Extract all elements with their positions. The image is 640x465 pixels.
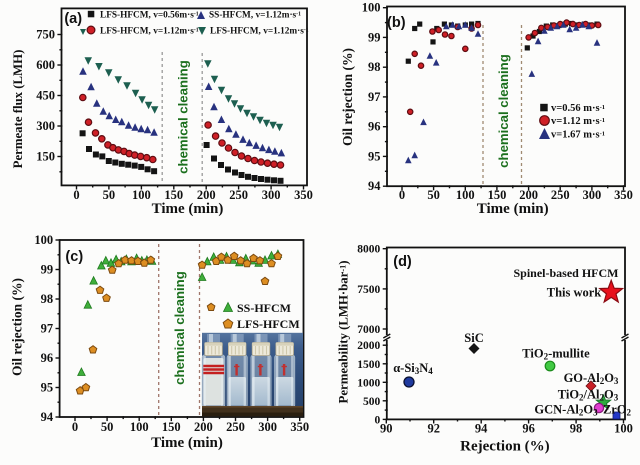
svg-text:98: 98 [368, 60, 381, 74]
svg-text:1500: 1500 [357, 359, 380, 371]
svg-text:98: 98 [570, 422, 583, 436]
svg-text:This work: This work [547, 286, 602, 300]
svg-text:LFS-HFCM, v=1.12m·s-1: LFS-HFCM, v=1.12m·s-1 [100, 27, 199, 37]
svg-text:100: 100 [132, 188, 151, 202]
svg-text:150: 150 [36, 150, 55, 164]
svg-text:200: 200 [194, 420, 213, 434]
svg-text:LFS-HFCM, v=0.56m·s-1: LFS-HFCM, v=0.56m·s-1 [100, 11, 199, 21]
svg-text:96: 96 [368, 120, 381, 134]
svg-text:Time (min): Time (min) [151, 435, 223, 451]
svg-text:94: 94 [368, 179, 381, 193]
svg-text:1000: 1000 [357, 377, 380, 389]
svg-text:Permeability (LMH·bar-1): Permeability (LMH·bar-1) [337, 261, 351, 404]
svg-text:(d): (d) [393, 254, 412, 270]
svg-text:50: 50 [103, 188, 116, 202]
svg-text:α-Si3N4: α-Si3N4 [393, 361, 433, 376]
svg-text:97: 97 [368, 90, 381, 104]
svg-text:99: 99 [41, 263, 54, 277]
svg-text:300: 300 [262, 188, 281, 202]
svg-text:Time (min): Time (min) [152, 201, 224, 217]
svg-text:Time (min): Time (min) [477, 201, 549, 217]
svg-text:350: 350 [290, 420, 309, 434]
svg-text:(a): (a) [64, 11, 82, 27]
svg-text:100: 100 [456, 188, 475, 202]
svg-text:GO-Al2O3: GO-Al2O3 [564, 371, 619, 386]
svg-text:100: 100 [130, 420, 149, 434]
svg-text:50: 50 [101, 420, 114, 434]
svg-text:300: 300 [36, 119, 55, 133]
svg-text:0: 0 [73, 188, 79, 202]
svg-text:350: 350 [614, 188, 633, 202]
svg-text:94: 94 [475, 422, 488, 436]
svg-text:94: 94 [41, 410, 54, 424]
svg-text:TiO2/Al2O3: TiO2/Al2O3 [558, 388, 619, 403]
svg-text:(c): (c) [65, 249, 83, 265]
svg-text:100: 100 [34, 233, 53, 247]
svg-text:LFS-HFCM, v=1.12m·s-1: LFS-HFCM, v=1.12m·s-1 [210, 27, 309, 37]
svg-text:98: 98 [41, 292, 54, 306]
svg-text:90: 90 [380, 422, 393, 436]
svg-text:92: 92 [427, 422, 440, 436]
svg-text:250: 250 [226, 420, 245, 434]
svg-text:chemical cleaning: chemical cleaning [172, 271, 187, 385]
svg-text:96: 96 [522, 422, 535, 436]
svg-text:LFS-HFCM: LFS-HFCM [237, 317, 300, 331]
svg-text:150: 150 [164, 188, 183, 202]
svg-text:2000: 2000 [357, 340, 380, 352]
svg-text:SS-HFCM, v=1.12m·s-1: SS-HFCM, v=1.12m·s-1 [209, 11, 301, 21]
svg-text:0: 0 [375, 414, 381, 426]
svg-text:96: 96 [41, 351, 54, 365]
svg-text:97: 97 [41, 322, 54, 336]
svg-text:v=1.67 m·s-1: v=1.67 m·s-1 [551, 130, 605, 141]
svg-text:0: 0 [72, 420, 78, 434]
svg-text:(b): (b) [387, 15, 406, 31]
svg-text:99: 99 [368, 30, 381, 44]
svg-text:chemical cleaning: chemical cleaning [496, 54, 511, 168]
svg-text:95: 95 [41, 381, 54, 395]
svg-text:8000: 8000 [357, 244, 380, 256]
svg-text:600: 600 [36, 58, 55, 72]
svg-text:100: 100 [362, 1, 381, 15]
svg-text:150: 150 [488, 188, 507, 202]
svg-text:300: 300 [258, 420, 277, 434]
svg-text:50: 50 [427, 188, 440, 202]
svg-text:v=1.12 m·s-1: v=1.12 m·s-1 [551, 116, 605, 127]
svg-text:500: 500 [363, 396, 381, 408]
svg-text:0: 0 [399, 188, 405, 202]
svg-text:250: 250 [551, 188, 570, 202]
svg-text:750: 750 [36, 28, 55, 42]
svg-text:250: 250 [229, 188, 248, 202]
svg-text:100: 100 [614, 422, 633, 436]
svg-text:GCN-Al2O3: GCN-Al2O3 [534, 403, 598, 418]
svg-text:150: 150 [162, 420, 181, 434]
svg-text:200: 200 [519, 188, 538, 202]
svg-text:7500: 7500 [357, 284, 380, 296]
svg-text:SS-HFCM: SS-HFCM [237, 301, 291, 315]
svg-text:ZrO2: ZrO2 [603, 403, 632, 418]
svg-text:Oil rejection (%): Oil rejection (%) [10, 278, 25, 376]
svg-text:300: 300 [583, 188, 602, 202]
svg-text:TiO2-mullite: TiO2-mullite [522, 347, 590, 362]
svg-text:Rejection (%): Rejection (%) [460, 439, 550, 455]
svg-text:SiC: SiC [464, 331, 483, 345]
svg-text:350: 350 [294, 188, 313, 202]
svg-text:450: 450 [36, 89, 55, 103]
svg-text:200: 200 [197, 188, 216, 202]
svg-text:v=0.56 m·s-1: v=0.56 m·s-1 [551, 103, 605, 114]
svg-text:Permeate flux (LMH): Permeate flux (LMH) [11, 50, 25, 169]
svg-text:Spinel-based HFCM: Spinel-based HFCM [513, 266, 618, 280]
svg-text:95: 95 [368, 149, 381, 163]
svg-text:chemical cleaning: chemical cleaning [176, 60, 191, 174]
svg-text:7000: 7000 [357, 324, 380, 336]
svg-text:Oil rejection (%): Oil rejection (%) [340, 48, 355, 146]
